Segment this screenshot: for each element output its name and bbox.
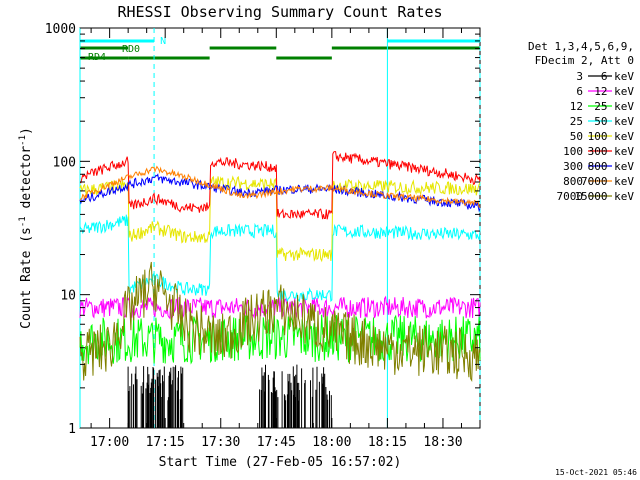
series-line	[79, 165, 481, 208]
series-line	[79, 151, 481, 220]
legend-label-low: 25	[570, 115, 583, 128]
y-tick-label: 100	[53, 155, 76, 170]
legend-label-high: 800 keV	[588, 160, 635, 173]
x-tick-label: 17:30	[201, 435, 240, 450]
series-lines	[79, 151, 481, 428]
y-tick-label: 10	[60, 289, 76, 304]
y-axis-label-sup1: -1	[18, 216, 28, 227]
y-axis-label: Count Rate (s-1 detector-1)	[18, 127, 34, 329]
legend-label-high: 25 keV	[594, 100, 634, 113]
legend-label-high: 7000 keV	[581, 175, 634, 188]
x-axis-label: Start Time (27-Feb-05 16:57:02)	[159, 455, 402, 470]
vertical-markers	[79, 28, 481, 428]
flag-label: RD4	[88, 52, 106, 63]
x-tick-label: 18:00	[312, 435, 351, 450]
series-800-7000-keV	[79, 165, 481, 208]
x-tick-label: 17:45	[257, 435, 296, 450]
series-7000-15000-keV	[79, 261, 481, 382]
plot-frame	[79, 27, 481, 429]
x-tick-label: 17:15	[146, 435, 185, 450]
series-3-6-keV	[127, 364, 332, 428]
series-spikes	[127, 365, 184, 428]
legend-label-low: 800	[563, 175, 583, 188]
flag-label: N	[160, 36, 166, 47]
x-tick-label: 17:00	[90, 435, 129, 450]
legend: 3 6 keV 6 12 keV 12 25 keV 25 50 keV 50 100 keV 10…	[557, 70, 635, 203]
y-axis-label-mid: detector	[19, 146, 34, 217]
flag-label: RD0	[122, 44, 140, 55]
legend-header-2: FDecim 2, Att 0	[535, 54, 634, 67]
legend-label-high: 12 keV	[594, 85, 634, 98]
flag-bars: N RD0 RD4	[80, 36, 480, 63]
legend-label-high: 50 keV	[594, 115, 634, 128]
series-line	[79, 295, 481, 320]
y-tick-label: 1000	[45, 22, 76, 37]
legend-label-low: 6	[576, 85, 583, 98]
axis-ticks: 1 10 100 1000 17:00 17:15 17:30 17:45 18:00 18:15…	[45, 22, 481, 450]
series-line	[79, 314, 481, 365]
series-100-300-keV	[79, 151, 481, 220]
chart-title: RHESSI Observing Summary Count Rates	[117, 3, 442, 21]
y-axis-label-part: Count Rate (s	[19, 227, 34, 329]
legend-label-high: 300 keV	[588, 145, 635, 158]
legend-label-high: 15000 keV	[574, 190, 634, 203]
series-spikes	[259, 364, 332, 428]
series-12-25-keV	[79, 314, 481, 365]
legend-label-low: 300	[563, 160, 583, 173]
x-tick-label: 18:15	[368, 435, 407, 450]
footer-date: 15-Oct-2021 05:46	[555, 468, 637, 477]
legend-header-1: Det 1,3,4,5,6,9,	[528, 40, 634, 53]
legend-label-low: 3	[576, 70, 583, 83]
y-axis-label-end: )	[19, 127, 34, 135]
x-tick-label: 18:30	[423, 435, 462, 450]
series-50-100-keV	[79, 175, 481, 263]
series-line	[79, 175, 481, 263]
legend-label-low: 100	[563, 145, 583, 158]
legend-label-low: 12	[570, 100, 583, 113]
series-6-12-keV	[79, 295, 481, 320]
y-tick-label: 1	[68, 422, 76, 437]
y-axis-label-sup2: -1	[18, 135, 28, 146]
legend-label-low: 7000	[557, 190, 584, 203]
legend-label-high: 100 keV	[588, 130, 635, 143]
series-line	[79, 261, 481, 382]
legend-label-high: 6 keV	[601, 70, 634, 83]
legend-label-low: 50	[570, 130, 583, 143]
